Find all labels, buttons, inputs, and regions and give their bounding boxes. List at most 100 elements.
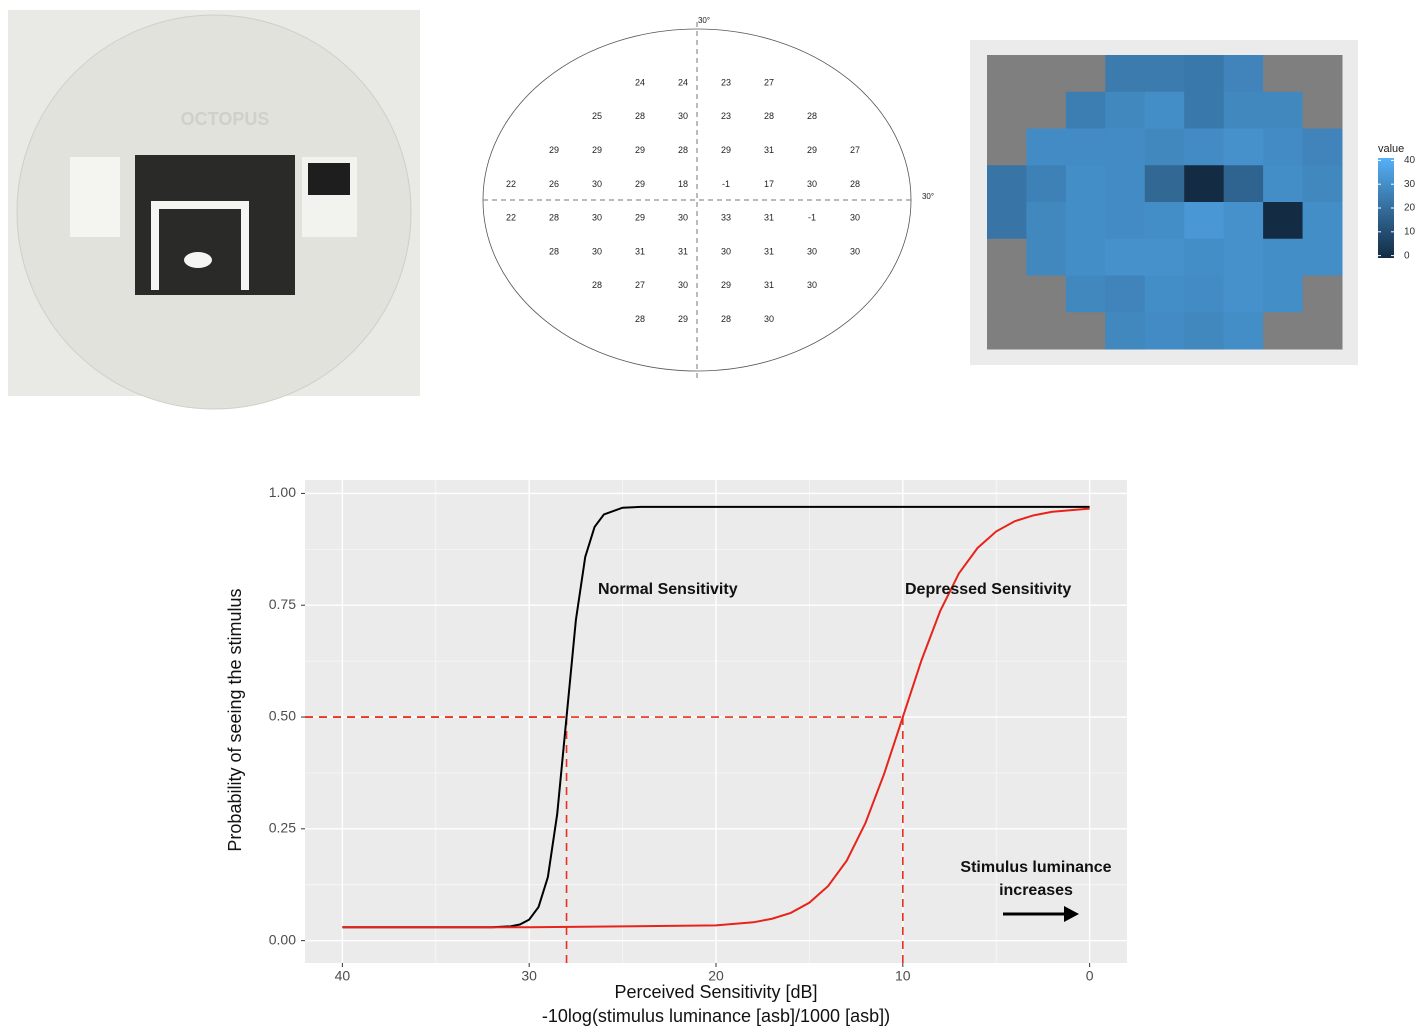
field-value: 30 — [850, 213, 860, 223]
heat-tile — [1223, 238, 1264, 276]
heat-tile — [1184, 202, 1225, 240]
heat-tile — [1065, 128, 1106, 166]
arrow-head — [1064, 906, 1079, 922]
na-tile — [1302, 91, 1343, 129]
field-value: 18 — [678, 179, 688, 189]
field-value: 30 — [764, 314, 774, 324]
na-tile — [1263, 55, 1304, 93]
field-value: 17 — [764, 179, 774, 189]
heat-tile — [1144, 238, 1185, 276]
heat-tile — [1184, 165, 1225, 203]
field-value: 24 — [678, 77, 688, 87]
field-value: 22 — [506, 179, 516, 189]
annotation: increases — [999, 882, 1073, 899]
y-axis-title: Probability of seeing the stimulus — [225, 588, 245, 851]
na-tile — [987, 238, 1027, 276]
field-value: 33 — [721, 213, 731, 223]
heat-tile — [1144, 312, 1185, 350]
field-value: 31 — [635, 246, 645, 256]
field-value: 28 — [635, 111, 645, 121]
field-value: 31 — [764, 213, 774, 223]
y-tick-label: 0.25 — [269, 820, 296, 836]
heat-tile — [1223, 165, 1264, 203]
na-tile — [1026, 91, 1067, 129]
field-value: 30 — [678, 280, 688, 290]
heat-tile — [1263, 91, 1304, 129]
field-value: -1 — [722, 179, 730, 189]
field-value: 29 — [721, 280, 731, 290]
na-tile — [1302, 275, 1343, 313]
field-value: 30 — [807, 280, 817, 290]
field-value: 30 — [678, 111, 688, 121]
heat-tile — [1302, 238, 1343, 276]
heat-tile — [1144, 55, 1185, 93]
field-value: 28 — [635, 314, 645, 324]
heat-tile — [1105, 238, 1146, 276]
field-value: 28 — [549, 246, 559, 256]
heat-tile — [1026, 238, 1067, 276]
field-value: 28 — [592, 280, 602, 290]
heat-tile — [1263, 238, 1304, 276]
field-value: 28 — [807, 111, 817, 121]
na-tile — [1026, 312, 1067, 350]
heat-tile — [1026, 165, 1067, 203]
colorbar-label: 0 — [1404, 250, 1410, 261]
field-top-label: 30° — [698, 16, 710, 25]
heat-tile — [1144, 128, 1185, 166]
y-tick-label: 1.00 — [269, 484, 296, 500]
field-value: 23 — [721, 77, 731, 87]
field-value: 28 — [764, 111, 774, 121]
field-value: 30 — [592, 213, 602, 223]
field-value: 31 — [678, 246, 688, 256]
field-value: 30 — [678, 213, 688, 223]
field-value: 28 — [850, 179, 860, 189]
heat-tile — [1105, 128, 1146, 166]
device-opening — [135, 155, 295, 295]
heat-tile — [1065, 238, 1106, 276]
legend-title: value — [1378, 143, 1404, 155]
heat-tile — [1105, 202, 1146, 240]
field-value: 24 — [635, 77, 645, 87]
device-panel — [70, 157, 120, 237]
heat-tile — [1144, 275, 1185, 313]
heat-tile — [1065, 91, 1106, 129]
heat-tile — [1263, 275, 1304, 313]
heat-tile — [1184, 91, 1225, 129]
field-value: 25 — [592, 111, 602, 121]
heat-tile — [987, 165, 1027, 203]
heat-tile — [1105, 55, 1146, 93]
na-tile — [1026, 275, 1067, 313]
heat-tile — [1105, 165, 1146, 203]
x-tick-label: 40 — [335, 968, 351, 984]
series-label: Depressed Sensitivity — [905, 581, 1071, 598]
na-tile — [1026, 55, 1067, 93]
field-value: -1 — [808, 213, 816, 223]
field-value: 29 — [635, 213, 645, 223]
field-value: 29 — [635, 145, 645, 155]
na-tile — [1065, 55, 1106, 93]
na-tile — [987, 55, 1027, 93]
device-screen — [308, 163, 350, 195]
heat-tile — [1026, 128, 1067, 166]
heat-tile — [987, 202, 1027, 240]
heat-tile — [1302, 128, 1343, 166]
field-value: 27 — [850, 145, 860, 155]
field-value: 28 — [721, 314, 731, 324]
chin-pad — [184, 252, 212, 268]
heat-tile — [1302, 202, 1343, 240]
heat-tile — [1184, 128, 1225, 166]
heat-tile — [1144, 91, 1185, 129]
x-tick-label: 20 — [708, 968, 724, 984]
heat-tile — [1144, 165, 1185, 203]
heat-tile — [1223, 91, 1264, 129]
y-tick-label: 0.75 — [269, 596, 296, 612]
series-label: Normal Sensitivity — [598, 581, 738, 598]
field-value: 29 — [807, 145, 817, 155]
heat-tile — [1263, 202, 1304, 240]
field-value: 22 — [506, 213, 516, 223]
field-value: 31 — [764, 280, 774, 290]
field-value: 29 — [721, 145, 731, 155]
colorbar-label: 30 — [1404, 179, 1416, 190]
